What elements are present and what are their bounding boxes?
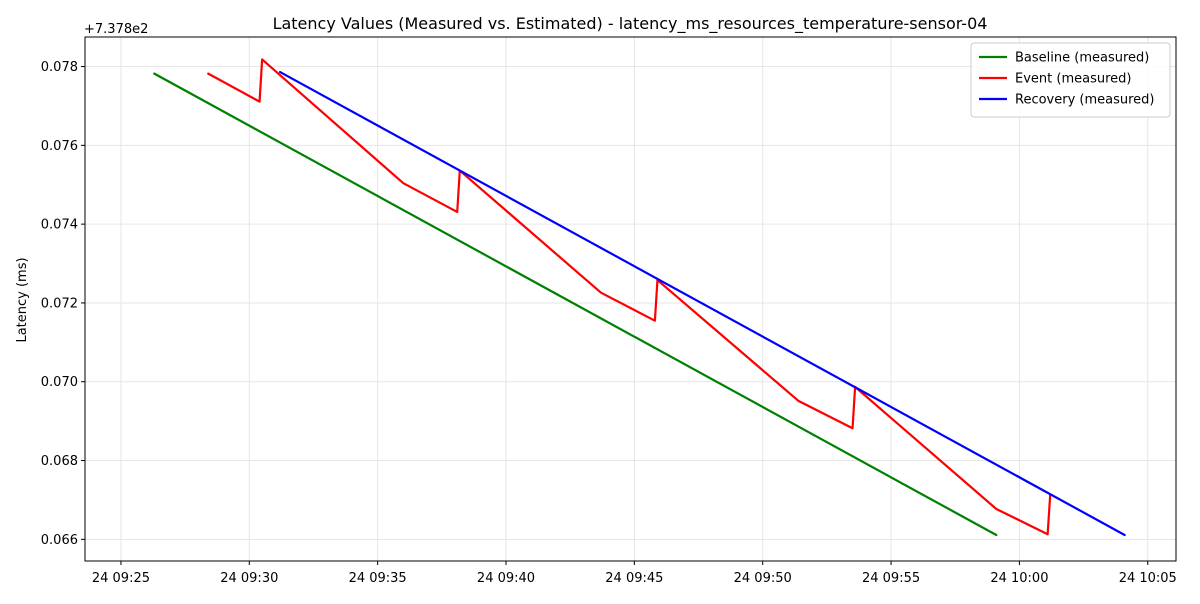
legend-label: Recovery (measured) <box>1015 93 1155 108</box>
series-line-0 <box>153 72 998 537</box>
plot-frame <box>84 36 1177 562</box>
chart-title: Latency Values (Measured vs. Estimated) … <box>273 14 988 34</box>
x-tick-label: 24 09:35 <box>349 571 407 586</box>
x-tick-label: 24 09:25 <box>92 571 150 586</box>
legend-label: Event (measured) <box>1015 72 1131 87</box>
y-tick-label: 0.070 <box>41 375 78 390</box>
x-tick-label: 24 09:50 <box>734 571 792 586</box>
legend-box <box>970 42 1171 118</box>
axes-layer: 24 09:25 24 09:30 24 09:35 24 09:40 24 09:45… <box>41 36 1177 586</box>
y-tick-label: 0.078 <box>41 60 78 75</box>
x-tick-label: 24 09:45 <box>605 571 663 586</box>
y-tick-label: 0.068 <box>41 454 78 469</box>
legend: Baseline (measured) Event (measured) Recov… <box>970 42 1171 118</box>
y-tick-label: 0.072 <box>41 296 78 311</box>
x-tick-label: 24 09:30 <box>220 571 278 586</box>
y-axis-label: Latency (ms) <box>15 257 30 342</box>
series-layer <box>153 58 1126 537</box>
series-line-1 <box>207 58 1052 536</box>
y-tick-label: 0.076 <box>41 139 78 154</box>
x-tick-label: 24 10:05 <box>1119 571 1177 586</box>
x-tick-label: 24 10:00 <box>990 571 1048 586</box>
x-tick-label: 24 09:40 <box>477 571 535 586</box>
legend-label: Baseline (measured) <box>1015 51 1149 66</box>
y-offset-label: +7.378e2 <box>84 22 148 37</box>
y-tick-label: 0.066 <box>41 533 78 548</box>
x-tick-label: 24 09:55 <box>862 571 920 586</box>
grid-layer <box>85 37 1176 561</box>
series-line-2 <box>279 70 1126 537</box>
y-tick-label: 0.074 <box>41 218 78 233</box>
